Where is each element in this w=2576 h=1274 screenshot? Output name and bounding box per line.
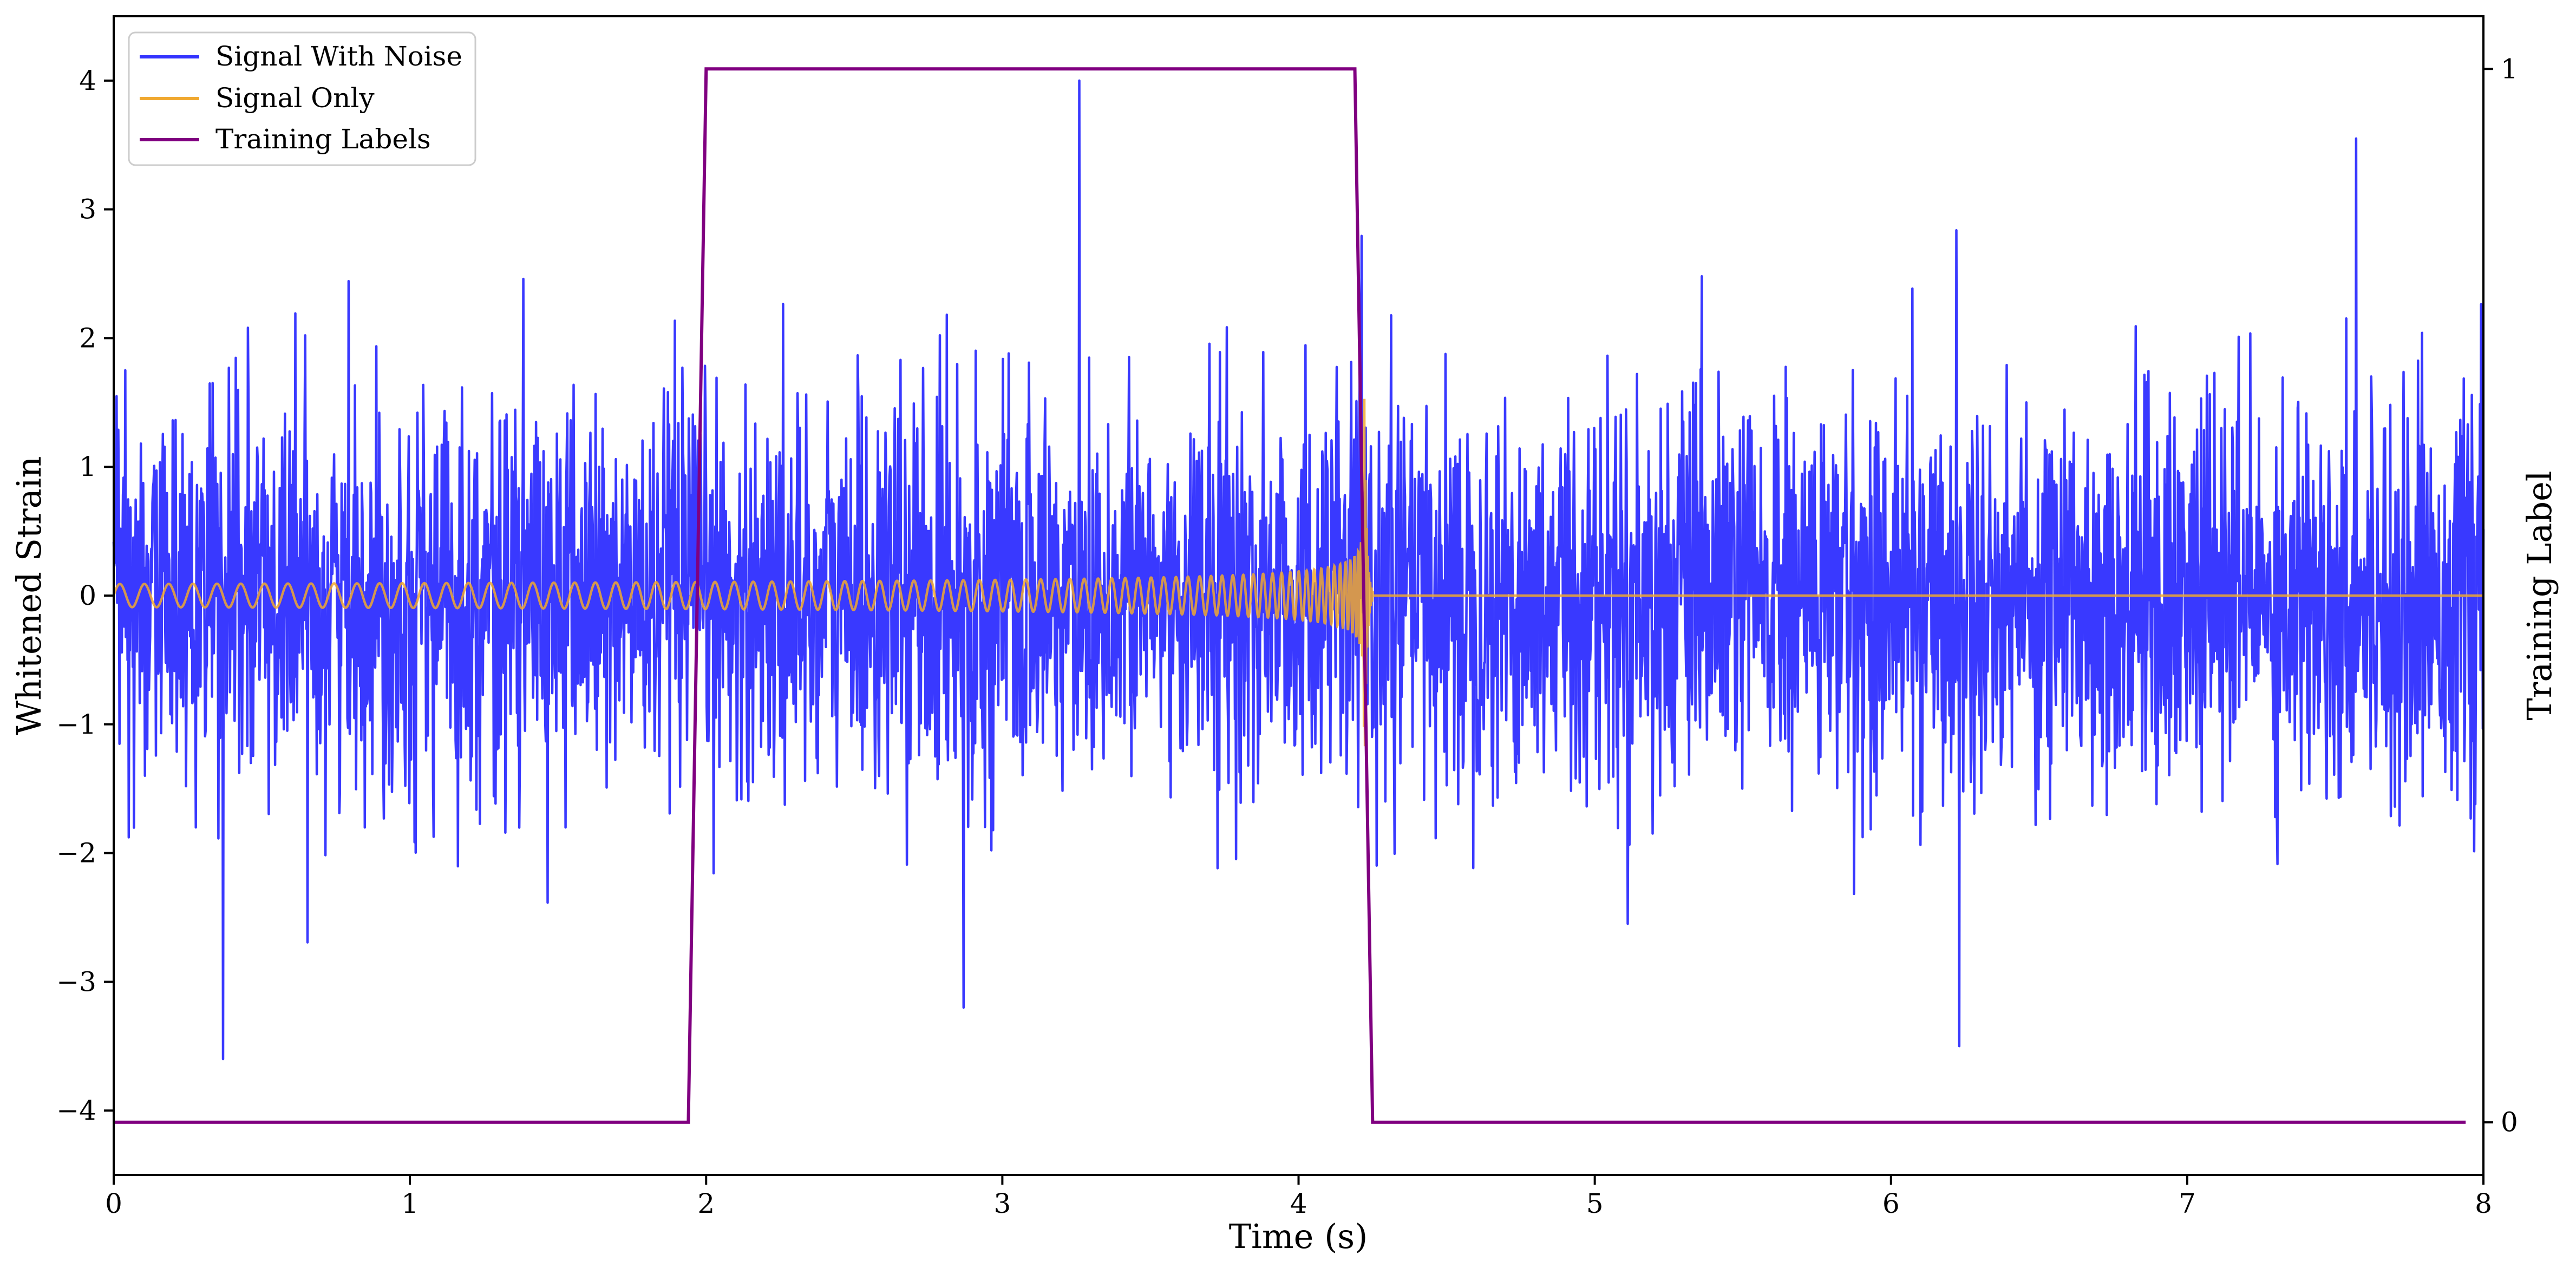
legend-label-labels: Training Labels bbox=[215, 123, 431, 155]
plot-area bbox=[112, 67, 2485, 1124]
legend: Signal With Noise Signal Only Training L… bbox=[128, 31, 476, 166]
x-axis: 0 1 2 3 4 5 6 7 8 bbox=[105, 1175, 2492, 1219]
series-signal-with-noise bbox=[112, 79, 2485, 1061]
series-signal-only bbox=[112, 398, 2483, 747]
y2-tick-label: 0 bbox=[2501, 1107, 2518, 1138]
y2-tick-label: 1 bbox=[2501, 53, 2518, 84]
training-labels-line bbox=[114, 67, 2466, 1124]
x-axis-label: Time (s) bbox=[1229, 1217, 1368, 1256]
x-tick-label: 7 bbox=[2179, 1188, 2196, 1219]
x-tick-label: 4 bbox=[1290, 1188, 1307, 1219]
y-tick-label: −4 bbox=[56, 1095, 96, 1126]
legend-label-noise: Signal With Noise bbox=[215, 41, 462, 72]
x-tick-label: 0 bbox=[105, 1188, 122, 1219]
y-axis-left: −4 −3 −2 −1 0 1 2 3 4 bbox=[56, 65, 114, 1126]
x-tick-label: 8 bbox=[2475, 1188, 2492, 1219]
x-tick-label: 3 bbox=[993, 1188, 1011, 1219]
signal-only-line bbox=[112, 398, 2483, 747]
y-tick-label: 2 bbox=[79, 322, 96, 354]
legend-label-signal: Signal Only bbox=[215, 82, 375, 114]
y-tick-label: −3 bbox=[56, 966, 96, 997]
x-tick-label: 1 bbox=[401, 1188, 419, 1219]
y-tick-label: 1 bbox=[79, 451, 96, 482]
y-axis-right: 01 bbox=[2483, 53, 2518, 1138]
series-training-labels bbox=[114, 67, 2466, 1124]
y-tick-label: 0 bbox=[79, 580, 96, 611]
signal-with-noise-line bbox=[112, 79, 2485, 1061]
y-axis-label: Whitened Strain bbox=[9, 456, 49, 735]
y-tick-label: −1 bbox=[56, 709, 96, 740]
y2-axis-label: Training Label bbox=[2520, 471, 2559, 720]
y-tick-label: 3 bbox=[79, 194, 96, 225]
legend-box bbox=[128, 31, 476, 166]
y-tick-label: −2 bbox=[56, 838, 96, 869]
x-tick-label: 6 bbox=[1882, 1188, 1900, 1219]
x-tick-label: 2 bbox=[697, 1188, 715, 1219]
y-tick-label: 4 bbox=[79, 65, 96, 96]
x-tick-label: 5 bbox=[1586, 1188, 1604, 1219]
